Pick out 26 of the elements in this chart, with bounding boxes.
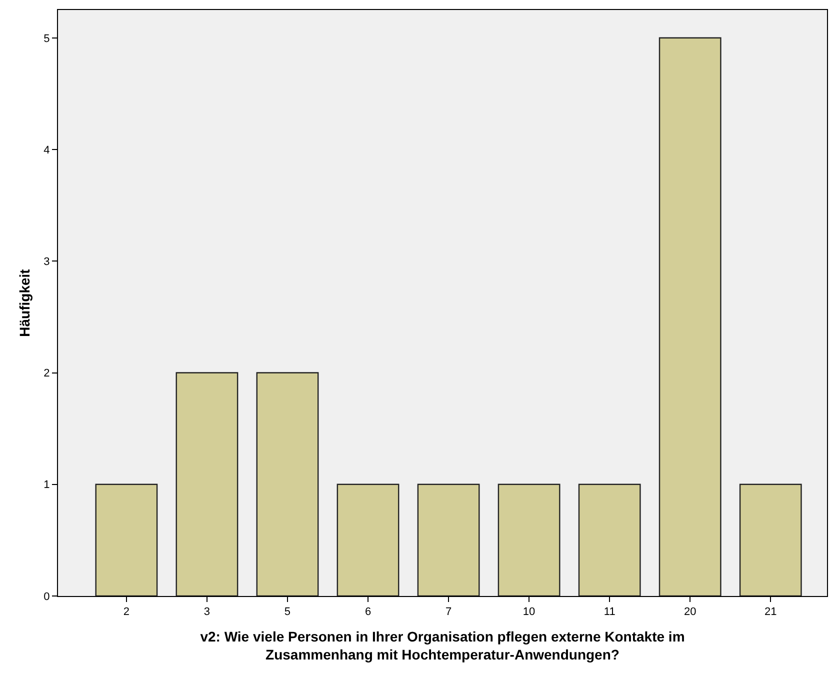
bar xyxy=(578,484,641,596)
x-tick-label: 5 xyxy=(284,606,291,618)
x-tick-label: 10 xyxy=(522,606,536,618)
x-tick-label: 21 xyxy=(764,606,777,618)
x-tick-label: 2 xyxy=(123,606,130,618)
bar xyxy=(95,484,158,596)
bar xyxy=(658,37,722,596)
bar xyxy=(336,484,400,596)
x-axis-title: v2: Wie viele Personen in Ihrer Organisation pflegen externe Kontakte im Zusammenhang mit Hochtemperatur-Anwendungen? xyxy=(200,628,685,663)
bar xyxy=(256,372,319,596)
y-tick-label: 3 xyxy=(44,256,50,268)
bar xyxy=(417,484,480,596)
y-axis-title: Häufigkeit xyxy=(16,268,32,337)
y-tick-label: 4 xyxy=(44,144,50,156)
x-tick-label: 20 xyxy=(684,606,696,618)
y-tick-label: 5 xyxy=(44,32,50,45)
bar xyxy=(498,484,560,596)
bar xyxy=(739,484,802,596)
y-tick-label: 0 xyxy=(44,590,50,603)
x-tick-label: 11 xyxy=(604,606,616,618)
x-tick-label: 3 xyxy=(204,606,210,618)
y-tick-label: 2 xyxy=(44,368,50,380)
x-tick-label: 7 xyxy=(445,606,452,618)
y-tick-label: 1 xyxy=(44,479,50,492)
bar xyxy=(176,372,238,596)
x-tick-label: 6 xyxy=(364,606,372,618)
